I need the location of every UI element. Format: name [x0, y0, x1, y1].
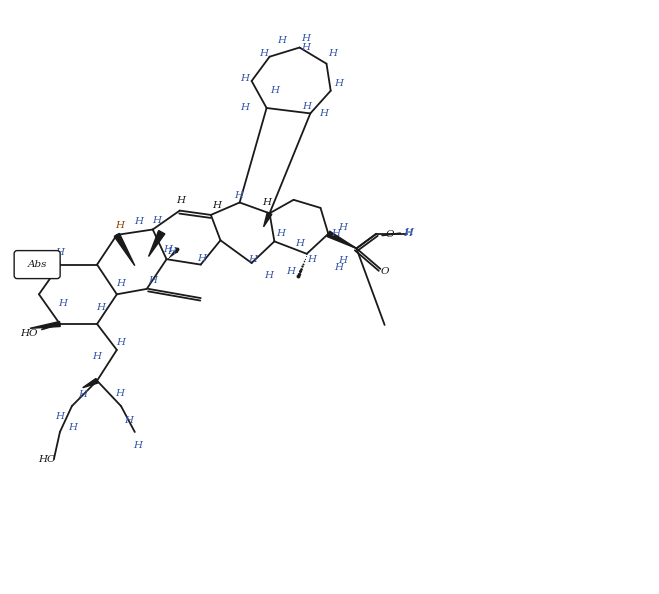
- Text: H: H: [240, 103, 249, 112]
- Text: H: H: [307, 255, 316, 264]
- Text: H: H: [59, 299, 67, 308]
- Text: H: H: [328, 49, 337, 58]
- Text: H: H: [302, 102, 311, 112]
- Text: H: H: [152, 216, 161, 225]
- Text: H: H: [55, 248, 65, 257]
- Text: H: H: [286, 267, 295, 276]
- Text: H: H: [115, 221, 125, 230]
- Polygon shape: [148, 230, 165, 257]
- Text: H: H: [177, 197, 185, 206]
- Text: H: H: [338, 256, 347, 265]
- Polygon shape: [327, 231, 357, 248]
- Text: H: H: [134, 217, 144, 226]
- Polygon shape: [30, 321, 60, 328]
- Text: H: H: [264, 271, 273, 280]
- Polygon shape: [114, 233, 135, 266]
- Text: H: H: [163, 245, 172, 254]
- Text: H: H: [55, 412, 65, 421]
- Text: O: O: [385, 230, 393, 239]
- Text: H: H: [148, 276, 158, 285]
- Text: H: H: [334, 263, 343, 272]
- Text: H: H: [259, 49, 268, 58]
- Text: H: H: [404, 228, 413, 236]
- Text: H: H: [262, 198, 271, 207]
- Text: HO: HO: [38, 454, 55, 463]
- Text: HO: HO: [20, 329, 38, 338]
- Text: Abs: Abs: [28, 260, 47, 269]
- Text: H: H: [212, 201, 221, 210]
- Text: H: H: [240, 74, 249, 83]
- Text: O: O: [380, 267, 389, 276]
- Text: H: H: [301, 34, 310, 43]
- Text: H: H: [270, 86, 279, 95]
- Text: H: H: [338, 223, 347, 232]
- Polygon shape: [82, 378, 98, 388]
- Text: H: H: [295, 239, 304, 248]
- Text: H: H: [197, 254, 206, 263]
- Polygon shape: [264, 212, 272, 227]
- Text: H: H: [319, 109, 328, 118]
- Text: H: H: [276, 229, 285, 238]
- Text: H: H: [125, 416, 133, 425]
- Text: H: H: [96, 304, 105, 312]
- Text: H: H: [40, 254, 49, 263]
- Text: H: H: [248, 255, 257, 264]
- Text: H: H: [117, 339, 125, 347]
- Text: H: H: [301, 43, 310, 52]
- Text: H: H: [117, 279, 125, 288]
- Text: H: H: [167, 247, 176, 255]
- FancyBboxPatch shape: [14, 251, 60, 279]
- Polygon shape: [37, 262, 60, 267]
- Text: H: H: [277, 36, 286, 45]
- Text: H: H: [133, 441, 142, 450]
- Text: H: H: [334, 79, 343, 88]
- Text: H: H: [403, 229, 412, 238]
- Text: H: H: [78, 390, 87, 399]
- Text: H: H: [234, 191, 243, 200]
- Text: H: H: [69, 423, 78, 432]
- Text: H: H: [331, 229, 340, 238]
- Text: H: H: [92, 352, 101, 361]
- Text: H: H: [115, 388, 125, 397]
